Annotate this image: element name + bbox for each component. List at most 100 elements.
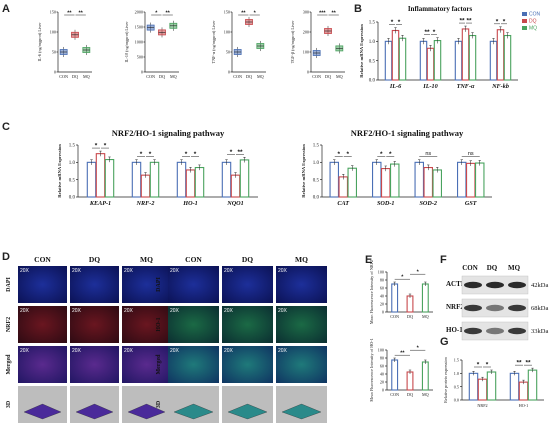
column-header: MQ (295, 255, 308, 264)
y-tick-label: 1.0 (369, 40, 376, 45)
bar-DQ (477, 378, 488, 401)
x-tick-label: SOD-1 (377, 200, 395, 207)
y-tick-label: 0.0 (369, 79, 376, 84)
bar-MQ (474, 162, 485, 198)
blot-band (486, 281, 504, 289)
y-tick-label: 0.5 (369, 59, 376, 64)
blot-band (486, 327, 504, 335)
row-label: 3D (156, 400, 162, 408)
significance-label: * (503, 18, 506, 25)
x-tick-label: MQ (336, 74, 343, 79)
y-tick-label: 1.5 (69, 144, 76, 149)
significance-label: ** (79, 10, 84, 16)
x-tick-label: SOD-2 (419, 200, 437, 207)
bar-CON (456, 161, 467, 198)
y-tick-label: 0 (54, 70, 56, 75)
y-axis-label: Relative protein expression (443, 356, 448, 403)
significance-label: * (346, 151, 349, 158)
significance-label: * (398, 19, 401, 26)
row-label: HO-1 (156, 317, 162, 331)
significance-label: * (417, 346, 420, 352)
bar-DQ (496, 29, 505, 81)
magnification-label: 20X (72, 268, 82, 274)
box-plot-y-axis-label: IL-6 (ng/mgprot) Liver (37, 22, 42, 61)
bar-MQ (389, 163, 400, 198)
blot-protein-label: NRF2 (446, 303, 464, 311)
y-tick-label: 1.5 (369, 21, 376, 26)
significance-label: * (149, 151, 152, 158)
legend-swatch (522, 19, 527, 23)
micrograph-merged (70, 346, 119, 383)
legend-swatch (522, 12, 527, 16)
significance-label: ** (237, 149, 243, 156)
panel-label-e: E (365, 254, 372, 266)
magnification-label: 20X (224, 268, 234, 274)
x-tick-label: DQ (159, 74, 165, 79)
blot-protein-label: HO-1 (446, 326, 463, 334)
significance-label: ** (241, 10, 246, 16)
bar-MQ (503, 34, 512, 81)
x-tick-label: CON (233, 74, 242, 79)
bar-CON (329, 161, 339, 198)
micrograph-nrf2 (70, 306, 119, 343)
blot-band (508, 281, 526, 289)
panel-label-f: F (440, 254, 447, 266)
y-tick-label: 150 (224, 10, 230, 15)
blot-band (508, 304, 526, 312)
micrograph-merged (222, 346, 273, 383)
significance-label: * (401, 275, 404, 281)
y-tick-label: 20 (380, 380, 384, 385)
bar-DQ (423, 166, 433, 198)
y-tick-label: 0.5 (313, 178, 320, 183)
box-plot-y-axis-label: IL-10 (ng/mgprot) Liver (124, 21, 129, 63)
significance-label: ns (468, 151, 474, 157)
x-tick-label: MQ (422, 314, 429, 319)
x-tick-label: CON (146, 74, 155, 79)
x-tick-label: DQ (407, 314, 413, 319)
micrograph-merged (276, 346, 327, 383)
column-header: MQ (140, 255, 153, 264)
significance-label: *** (319, 10, 326, 16)
micrograph-ho-1 (276, 306, 327, 343)
y-tick-label: 40 (380, 372, 384, 377)
panel-label-g: G (440, 336, 449, 348)
image-3d-surface (75, 403, 114, 420)
x-tick-label: GST (465, 200, 477, 207)
bar-MQ (468, 34, 477, 81)
y-tick-label: 100 (50, 30, 56, 35)
image-3d-surface (281, 403, 322, 420)
bar-CON (454, 40, 463, 81)
row-label: Merged (156, 354, 162, 375)
panel-label-b: B (354, 3, 362, 15)
y-tick-label: 1.5 (313, 144, 320, 149)
bar-CON (131, 161, 142, 198)
significance-label: * (496, 18, 499, 25)
x-tick-label: CAT (337, 200, 349, 207)
row-label: DAPI (6, 277, 12, 292)
significance-label: * (477, 362, 480, 369)
significance-label: ** (466, 18, 472, 25)
bar-DQ (338, 176, 348, 198)
significance-label: ** (166, 10, 171, 16)
magnification-label: 20X (224, 308, 234, 314)
image-3d-surface (173, 403, 214, 420)
x-tick-label: TNF-α (457, 83, 475, 90)
micrograph-dapi (276, 266, 327, 303)
x-tick-label: CON (390, 314, 399, 319)
significance-label: * (337, 151, 340, 158)
y-tick-label: 100 (303, 50, 309, 55)
y-tick-label: 60 (380, 364, 384, 369)
image-3d-surface (23, 403, 62, 420)
bar-MQ (149, 161, 160, 198)
micrograph-dapi (122, 266, 171, 303)
magnification-label: 20X (224, 348, 234, 354)
panel-c-title: NRF2/HO-1 signaling pathway (351, 128, 464, 138)
image-3d-surface (127, 403, 166, 420)
x-tick-label: HO-1 (182, 200, 197, 207)
significance-label: ** (525, 360, 531, 367)
blot-band (464, 281, 482, 289)
y-tick-label: 0 (307, 70, 309, 75)
bar-CON (391, 283, 399, 313)
x-tick-label: NRF-2 (136, 200, 155, 207)
